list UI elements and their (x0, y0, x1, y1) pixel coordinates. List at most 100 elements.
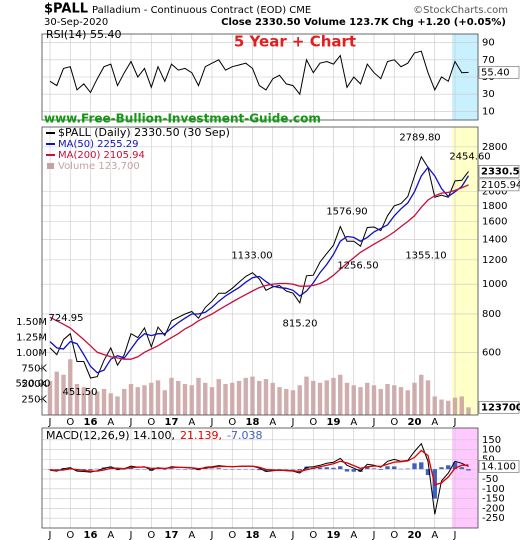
bar (81, 387, 86, 415)
bar (277, 387, 282, 415)
x-tick-label: 20 (408, 417, 422, 428)
bar (182, 384, 188, 415)
end-label-box (478, 401, 520, 414)
x-tick-label: O (66, 530, 74, 540)
bar (61, 374, 66, 415)
legend-label: Volume 123,700 (58, 161, 140, 172)
bar (419, 462, 424, 470)
bar (338, 374, 343, 415)
end-label-box (478, 66, 520, 79)
bar (47, 469, 53, 470)
bar (398, 387, 404, 415)
bar (54, 371, 59, 415)
y2-tick-label: 500K (21, 379, 47, 390)
bar (351, 385, 356, 415)
bar (358, 387, 363, 415)
bar (446, 465, 451, 470)
x-tick-label: O (147, 417, 155, 428)
bar (324, 467, 329, 470)
bar (108, 393, 113, 415)
x-tick-label: 19 (327, 417, 341, 428)
price-annotation: 2789.80 (399, 132, 440, 143)
bar (378, 469, 383, 470)
bar (236, 469, 242, 470)
x-tick-label: J (372, 530, 376, 540)
bar (270, 382, 275, 415)
x-tick-label: O (390, 417, 398, 428)
x-tick-label: A (107, 417, 114, 428)
price-annotation: 451.50 (63, 387, 98, 398)
bar (155, 380, 161, 415)
x-tick-label: J (453, 417, 457, 428)
bar (243, 377, 248, 415)
bar (439, 467, 444, 470)
bar (425, 469, 431, 476)
bar (243, 468, 248, 470)
y-tick-label: 2000 (482, 187, 507, 198)
bar (223, 384, 228, 415)
x-tick-label: J (48, 530, 52, 540)
source: ©StockCharts.com (413, 5, 508, 16)
x-tick-label: A (269, 530, 276, 540)
quote: Close 2330.50 Volume 123.7K Chg +1.20 (+… (221, 17, 506, 28)
bar (385, 384, 390, 415)
bar (452, 462, 458, 470)
bar (135, 387, 140, 415)
panel-title: RSI(14) 55.40 (46, 28, 121, 41)
x-tick-label: O (228, 530, 236, 540)
x-tick-label: O (309, 417, 317, 428)
bar (142, 385, 147, 415)
bar (446, 400, 451, 415)
y2-tick-label: 1.25M (16, 333, 47, 344)
end-label-box (478, 178, 520, 192)
description: Palladium - Continuous Contract (EOD) CM… (92, 5, 311, 16)
bar (257, 380, 262, 415)
legend-label: -7.038 (227, 429, 262, 442)
y-tick-label: 50 (482, 454, 495, 465)
bar (128, 467, 134, 470)
price-annotation: 724.95 (49, 313, 84, 324)
symbol: $PALL (44, 2, 88, 17)
end-label-box (478, 460, 520, 473)
bar (466, 469, 471, 471)
bar (344, 382, 350, 415)
end-label: 2105.94 (481, 180, 520, 191)
y-tick-label: 30 (482, 89, 495, 100)
y2-tick-label: 250K (21, 395, 47, 406)
end-label: 55.40 (481, 67, 510, 78)
bar (459, 467, 464, 470)
bar (398, 468, 404, 470)
x-tick-label: 17 (165, 530, 179, 540)
panel-frame (41, 126, 479, 416)
bar (371, 385, 377, 415)
bar (155, 468, 161, 470)
x-tick-label: J (210, 417, 214, 428)
bar (223, 469, 228, 470)
bar (324, 380, 329, 415)
x-tick-label: A (350, 417, 357, 428)
price-annotation: 1133.00 (231, 251, 272, 262)
x-tick-label: A (269, 417, 276, 428)
x-tick-label: J (291, 530, 295, 540)
x-tick-label: A (107, 530, 114, 540)
bar (290, 469, 296, 470)
x-tick-label: 18 (246, 417, 260, 428)
bar (74, 384, 80, 415)
date: 30-Sep-2020 (44, 17, 108, 28)
x-tick-label: 16 (84, 417, 98, 428)
bar (189, 469, 194, 470)
y-tick-label: 1200 (482, 255, 507, 266)
bar (297, 469, 302, 471)
bar (122, 388, 127, 415)
y-tick-label: 800 (482, 309, 501, 320)
x-tick-label: 16 (84, 530, 98, 540)
series-line (49, 155, 469, 379)
x-tick-label: A (431, 530, 438, 540)
bar (88, 469, 93, 471)
bar (304, 466, 309, 470)
series-line (49, 449, 469, 486)
bar (250, 469, 255, 470)
bar (331, 377, 336, 415)
bar (182, 469, 188, 470)
